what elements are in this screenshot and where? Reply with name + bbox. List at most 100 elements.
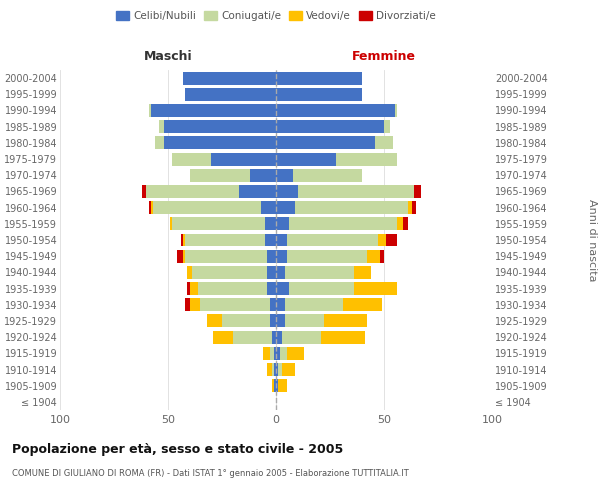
Bar <box>395 104 397 117</box>
Bar <box>295 201 408 214</box>
Bar <box>269 314 276 328</box>
Bar <box>276 250 287 262</box>
Text: COMUNE DI GIULIANO DI ROMA (FR) - Dati ISTAT 1° gennaio 2005 - Elaborazione TUTT: COMUNE DI GIULIANO DI ROMA (FR) - Dati I… <box>12 469 409 478</box>
Bar <box>155 136 164 149</box>
Bar <box>276 185 298 198</box>
Bar <box>176 250 183 262</box>
Bar <box>151 104 276 117</box>
Bar <box>149 104 151 117</box>
Bar <box>268 363 272 376</box>
Bar <box>149 201 151 214</box>
Bar <box>280 347 287 360</box>
Text: Femmine: Femmine <box>352 50 416 62</box>
Bar <box>276 363 278 376</box>
Bar <box>403 218 408 230</box>
Bar <box>276 72 362 85</box>
Bar <box>276 136 376 149</box>
Bar <box>272 379 274 392</box>
Text: Anni di nascita: Anni di nascita <box>587 198 597 281</box>
Bar <box>276 104 395 117</box>
Bar <box>183 234 185 246</box>
Bar <box>269 298 276 311</box>
Bar <box>384 120 391 133</box>
Bar <box>164 120 276 133</box>
Bar <box>278 379 287 392</box>
Bar <box>272 363 274 376</box>
Bar <box>408 201 412 214</box>
Bar <box>160 120 164 133</box>
Bar <box>142 185 146 198</box>
Bar <box>354 282 397 295</box>
Bar <box>263 347 269 360</box>
Bar <box>181 234 183 246</box>
Bar <box>272 330 276 344</box>
Bar <box>287 347 304 360</box>
Text: Popolazione per età, sesso e stato civile - 2005: Popolazione per età, sesso e stato civil… <box>12 442 343 456</box>
Bar <box>293 169 362 181</box>
Bar <box>278 363 283 376</box>
Legend: Celibi/Nubili, Coniugati/e, Vedovi/e, Divorziati/e: Celibi/Nubili, Coniugati/e, Vedovi/e, Di… <box>113 8 439 24</box>
Bar <box>211 152 276 166</box>
Bar <box>183 250 185 262</box>
Bar <box>376 136 392 149</box>
Bar <box>289 282 354 295</box>
Bar <box>185 250 268 262</box>
Bar <box>367 250 380 262</box>
Bar <box>412 201 416 214</box>
Bar <box>190 169 250 181</box>
Bar <box>287 250 367 262</box>
Bar <box>276 282 289 295</box>
Bar <box>268 250 276 262</box>
Bar <box>276 201 295 214</box>
Bar <box>276 330 283 344</box>
Bar <box>170 218 172 230</box>
Bar <box>185 298 190 311</box>
Bar <box>164 136 276 149</box>
Bar <box>265 234 276 246</box>
Bar <box>284 266 354 279</box>
Bar <box>377 234 386 246</box>
Bar <box>261 201 276 214</box>
Bar <box>153 201 261 214</box>
Bar <box>298 185 414 198</box>
Bar <box>283 330 322 344</box>
Bar <box>343 298 382 311</box>
Bar <box>276 347 280 360</box>
Bar <box>274 379 276 392</box>
Bar <box>222 314 269 328</box>
Bar <box>268 266 276 279</box>
Bar <box>198 282 268 295</box>
Bar <box>192 266 268 279</box>
Bar <box>190 298 200 311</box>
Bar <box>386 234 397 246</box>
Bar <box>276 152 337 166</box>
Bar <box>187 266 192 279</box>
Bar <box>289 218 397 230</box>
Bar <box>276 88 362 101</box>
Bar <box>276 169 293 181</box>
Bar <box>337 152 397 166</box>
Bar <box>276 298 284 311</box>
Bar <box>250 169 276 181</box>
Bar <box>269 347 274 360</box>
Bar <box>151 201 153 214</box>
Bar <box>207 314 222 328</box>
Bar <box>397 218 403 230</box>
Bar <box>214 330 233 344</box>
Bar <box>276 314 284 328</box>
Bar <box>268 282 276 295</box>
Bar <box>284 298 343 311</box>
Bar <box>185 88 276 101</box>
Bar <box>276 379 278 392</box>
Bar <box>276 120 384 133</box>
Bar <box>276 218 289 230</box>
Bar <box>276 266 284 279</box>
Bar <box>172 152 211 166</box>
Bar <box>183 72 276 85</box>
Bar <box>283 363 295 376</box>
Bar <box>200 298 269 311</box>
Bar <box>185 234 265 246</box>
Bar <box>274 363 276 376</box>
Bar <box>274 347 276 360</box>
Bar <box>276 234 287 246</box>
